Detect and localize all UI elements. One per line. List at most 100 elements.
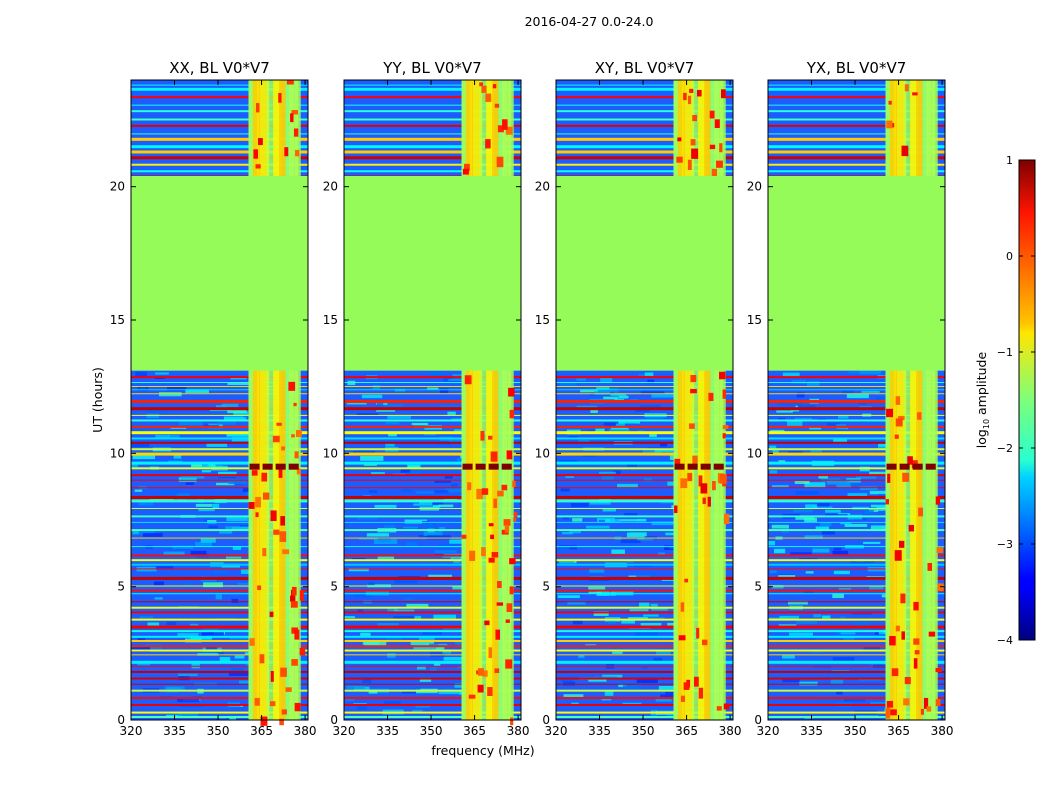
rfi-line [556, 529, 733, 532]
heatmap-cell [178, 477, 197, 482]
heatmap-cell [418, 637, 435, 641]
rfi-hotspot [712, 481, 716, 491]
rfi-line [556, 563, 733, 566]
heatmap-cell [645, 417, 664, 421]
rfi-hotspot [723, 703, 730, 710]
heatmap-cell [137, 663, 151, 666]
rfi-line [344, 576, 521, 580]
heatmap-cell [404, 519, 428, 524]
rfi-band-column [294, 80, 299, 720]
rfi-hotspot [255, 164, 261, 169]
y-tick-label: 5 [754, 580, 762, 594]
heatmap-cell [427, 387, 439, 390]
heatmap-cell [431, 502, 444, 505]
rfi-line [344, 559, 521, 562]
rfi-hotspot [293, 402, 297, 407]
heatmap-cell [438, 690, 463, 695]
rfi-hotspot [469, 550, 476, 561]
rfi-line [131, 625, 308, 629]
rfi-line [768, 554, 945, 557]
heatmap-cell [155, 566, 174, 570]
rfi-hotspot [296, 468, 301, 475]
rfi-line [768, 618, 945, 621]
rfi-line [131, 474, 308, 477]
heatmap-cell [795, 517, 815, 520]
heatmap-cell [203, 582, 223, 588]
heatmap-cell [804, 482, 826, 488]
rfi-hotspot [477, 684, 484, 693]
heatmap-cell [223, 416, 247, 422]
heatmap-cell [357, 609, 364, 613]
rfi-line [131, 156, 308, 160]
rfi-band-column [681, 80, 685, 720]
heatmap-cell [562, 531, 573, 535]
heatmap-cell [624, 513, 638, 517]
heatmap-cell [208, 463, 216, 467]
heatmap-cell [771, 524, 789, 529]
rfi-line [556, 554, 733, 557]
rfi-band-column [266, 80, 270, 720]
heatmap-cell [228, 671, 252, 676]
panel-xy: XY, BL V0*V7 320 335 350 365 380 0 5 10 15 20 [535, 59, 742, 738]
rfi-hotspot [279, 718, 284, 726]
colorbar-gradient [1018, 159, 1036, 641]
heatmap-cell [132, 530, 139, 535]
heatmap-cell [410, 641, 434, 646]
heatmap-cell [447, 411, 456, 416]
heatmap-cell [847, 493, 868, 497]
heatmap-cell [167, 387, 187, 391]
x-tick-label: 350 [632, 724, 655, 738]
heatmap-cell [451, 483, 458, 487]
heatmap-cell [153, 581, 164, 586]
rfi-line [768, 601, 945, 603]
rfi-hotspot [269, 611, 274, 617]
heatmap-cell [219, 530, 233, 534]
rfi-line [131, 593, 308, 595]
heatmap-cell [154, 597, 163, 600]
heatmap-cell [578, 439, 590, 442]
heatmap-cell [864, 509, 874, 514]
rfi-hotspot [505, 126, 513, 135]
heatmap-cell [869, 585, 884, 590]
y-tick-label: 15 [110, 313, 125, 327]
rfi-line [768, 589, 945, 592]
rfi-line [768, 606, 945, 609]
heatmap-cell [839, 616, 846, 619]
rfi-line [768, 452, 945, 456]
rfi-hotspot [908, 524, 915, 532]
panel-frame [555, 79, 734, 721]
rfi-line [556, 670, 733, 673]
rfi-hotspot [251, 470, 258, 476]
y-tick-label: 5 [117, 580, 125, 594]
rfi-line [556, 611, 733, 614]
rfi-hotspot [719, 473, 727, 484]
rfi-hotspot [687, 472, 693, 482]
heatmap-cell [585, 525, 610, 529]
heatmap-cell [612, 470, 621, 474]
heatmap-cell [827, 422, 841, 427]
heatmap-cell [560, 488, 570, 492]
rfi-hotspot [720, 89, 726, 99]
rfi-hotspot [678, 635, 686, 641]
heatmap-cell [450, 556, 471, 561]
rfi-hotspot [269, 701, 276, 707]
heatmap-cell [778, 460, 786, 463]
rfi-line [556, 133, 733, 135]
heatmap-cell [804, 517, 817, 523]
rfi-line [556, 639, 733, 642]
rfi-line [768, 156, 945, 160]
rfi-line [556, 537, 733, 539]
rfi-line [131, 137, 308, 141]
x-tick-label: 380 [719, 724, 742, 738]
heatmap-cell [237, 582, 251, 585]
heatmap-cell [419, 677, 432, 682]
rfi-line [344, 124, 521, 127]
rfi-hotspot [248, 502, 255, 509]
rfi-line [131, 508, 308, 510]
y-tick-label: 0 [754, 713, 762, 727]
rfi-hotspot [464, 163, 470, 171]
rfi-band-column [507, 80, 512, 720]
rfi-line [344, 110, 521, 113]
rfi-line [344, 677, 521, 680]
heatmap-cell [207, 458, 215, 462]
